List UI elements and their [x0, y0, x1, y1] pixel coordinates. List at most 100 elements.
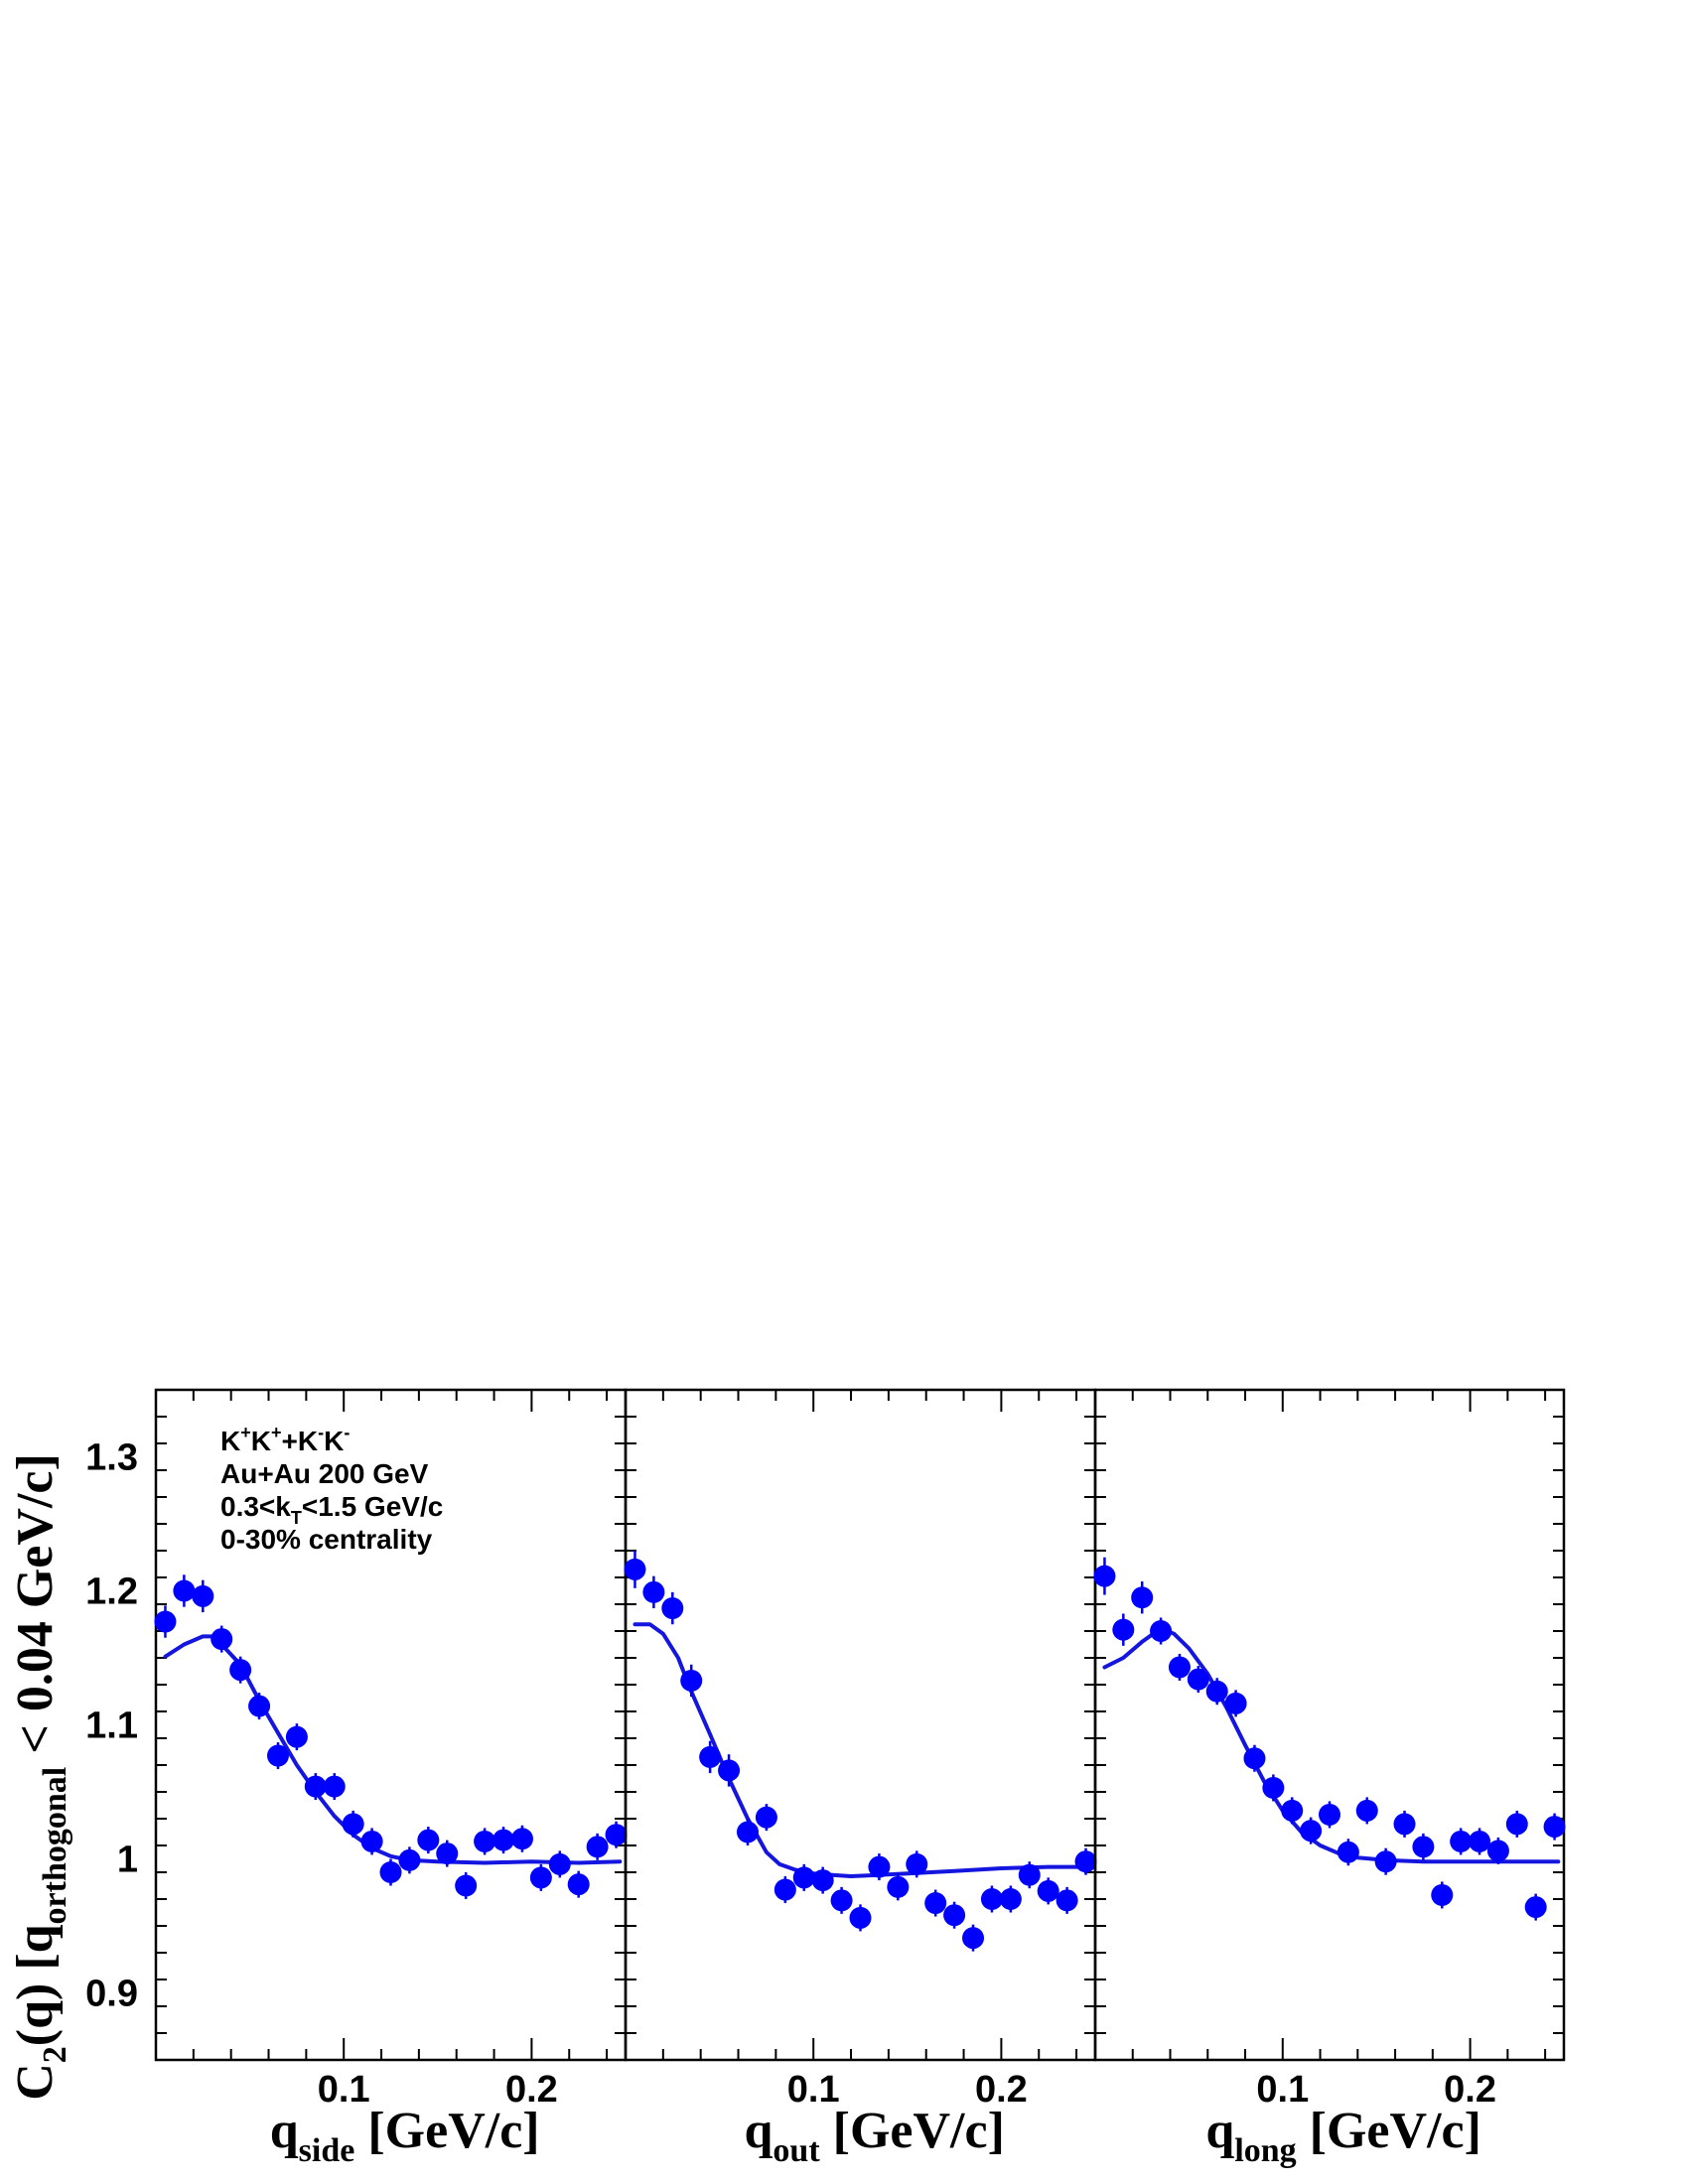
data-point: [1093, 1565, 1116, 1587]
data-point: [360, 1830, 383, 1852]
data-point: [736, 1821, 759, 1843]
data-point: [1262, 1776, 1285, 1799]
data-point: [1355, 1799, 1378, 1822]
data-point: [1486, 1840, 1509, 1862]
data-point: [379, 1861, 402, 1883]
data-point: [510, 1828, 533, 1850]
data-point: [1168, 1656, 1191, 1679]
y-tick-label: 1.2: [85, 1571, 138, 1613]
data-point: [1336, 1841, 1359, 1863]
data-point: [1431, 1883, 1454, 1906]
y-tick-label: 0.9: [85, 1974, 138, 2015]
data-point: [962, 1927, 985, 1950]
x-tick-label: 0.1: [318, 2069, 370, 2111]
data-point: [323, 1775, 346, 1798]
data-point: [173, 1579, 196, 1602]
x-axis-title-out: qout [GeV/c]: [744, 2103, 1004, 2169]
data-point: [718, 1759, 741, 1782]
data-point: [436, 1843, 459, 1865]
data-point: [1243, 1747, 1266, 1770]
data-point: [304, 1775, 327, 1798]
data-point: [755, 1806, 777, 1829]
data-point: [1074, 1850, 1097, 1873]
data-point: [417, 1829, 440, 1851]
x-tick-label: 0.1: [1256, 2069, 1309, 2111]
data-point: [1300, 1820, 1323, 1843]
legend-line-centrality: 0-30% centrality: [220, 1524, 433, 1555]
data-point: [943, 1904, 966, 1927]
data-point: [1319, 1803, 1340, 1826]
data-point: [192, 1584, 214, 1607]
data-point: [924, 1892, 947, 1915]
data-point: [1055, 1889, 1078, 1912]
y-tick-label: 1.3: [85, 1437, 138, 1479]
data-point: [980, 1888, 1003, 1910]
y-tick-label: 1: [117, 1840, 138, 1881]
data-point: [1037, 1879, 1059, 1902]
legend-annotation: K+K++K-K- Au+Au 200 GeV 0.3<kT<1.5 GeV/c…: [220, 1423, 443, 1555]
data-point: [774, 1878, 796, 1901]
data-point: [1281, 1799, 1304, 1822]
data-point: [699, 1745, 722, 1768]
data-point: [605, 1824, 628, 1846]
panel-frame: [624, 1388, 1097, 2062]
x-tick-label: 0.2: [975, 2069, 1028, 2111]
data-point: [1412, 1836, 1435, 1858]
x-axis-title-side: qside [GeV/c]: [270, 2103, 540, 2169]
data-point: [1393, 1813, 1416, 1836]
data-point: [154, 1610, 177, 1633]
data-point: [792, 1866, 815, 1889]
x-tick-label: 0.1: [787, 2069, 840, 2111]
data-point: [661, 1597, 684, 1620]
x-tick-label: 0.2: [1444, 2069, 1496, 2111]
data-point: [248, 1695, 271, 1717]
data-point: [567, 1873, 590, 1896]
legend-line-species: K+K++K-K-: [220, 1423, 350, 1456]
data-point: [548, 1852, 571, 1875]
y-tick-label: 1.1: [85, 1706, 138, 1747]
y-axis-title: C2(q) [qorthogonal < 0.04 GeV/c]: [7, 1453, 73, 2101]
legend-line-system: Au+Au 200 GeV: [220, 1458, 429, 1489]
data-point: [1469, 1830, 1491, 1852]
data-point: [624, 1558, 646, 1580]
data-point: [887, 1875, 910, 1898]
data-point: [1150, 1620, 1173, 1642]
data-point: [849, 1906, 872, 1929]
data-point: [229, 1659, 252, 1682]
data-point: [342, 1813, 364, 1836]
data-point: [1018, 1863, 1041, 1886]
data-point: [830, 1889, 853, 1912]
data-point: [474, 1830, 496, 1852]
x-tick-label: 0.2: [505, 2069, 558, 2111]
data-point: [642, 1580, 665, 1603]
data-point: [529, 1866, 552, 1889]
data-point: [492, 1829, 515, 1851]
legend-line-kt: 0.3<kT<1.5 GeV/c: [220, 1491, 443, 1528]
data-point: [398, 1848, 421, 1871]
data-point: [285, 1725, 308, 1748]
data-point: [1450, 1830, 1473, 1852]
data-point: [999, 1888, 1022, 1910]
data-point: [680, 1669, 703, 1692]
data-point: [811, 1869, 834, 1892]
data-point: [266, 1744, 289, 1767]
data-point: [1505, 1813, 1528, 1836]
data-point: [1543, 1816, 1566, 1839]
data-point: [1131, 1586, 1154, 1609]
data-point: [1374, 1850, 1397, 1873]
data-point: [1187, 1668, 1209, 1691]
x-axis-title-long: qlong [GeV/c]: [1205, 2103, 1481, 2169]
data-point: [1112, 1618, 1135, 1641]
panel-frame: [1093, 1388, 1566, 2062]
data-point: [906, 1852, 928, 1875]
data-point: [1205, 1680, 1228, 1703]
fit-curve-out: [633, 1622, 1092, 1878]
data-point: [211, 1628, 233, 1651]
data-point: [586, 1836, 609, 1858]
data-point: [1224, 1692, 1247, 1714]
